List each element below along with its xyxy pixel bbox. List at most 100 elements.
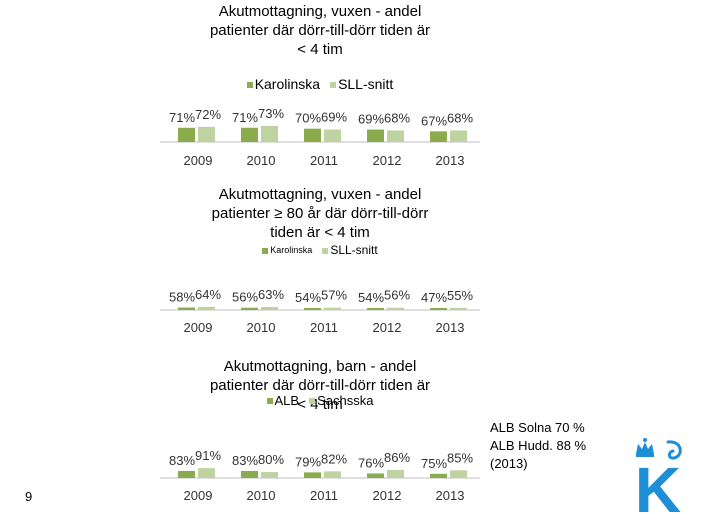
chart-title-line: Akutmottagning, vuxen - andel [218,3,422,20]
x-tick-label: 2012 [373,488,402,503]
data-label: 47% [421,290,447,305]
bar [367,129,384,142]
bar [387,307,404,310]
x-tick-label: 2010 [247,320,276,335]
bar [387,130,404,142]
bar [304,128,321,142]
data-label: 69% [321,110,347,125]
legend-item: Karolinska [262,243,312,258]
bar [450,130,467,142]
side-note-line: ALB Solna 70 % [490,420,585,435]
x-tick-label: 2013 [436,488,465,503]
data-label: 64% [195,287,221,302]
legend-label: Sachsska [317,393,374,408]
chart-title-line: < 4 tim [297,396,343,413]
x-tick-label: 2012 [373,153,402,168]
bar [241,127,258,142]
chart-vuxen-80: Akutmottagning, vuxen - andel patienter … [160,181,480,341]
data-label: 71% [169,110,195,125]
crown-icon [636,438,654,457]
legend-item: ALB [266,393,300,408]
bar [324,129,341,142]
chart-barn: Akutmottagning, barn - andel patienter d… [160,355,480,515]
legend-swatch [309,397,316,404]
chart-vuxen: Akutmottagning, vuxen - andel patienter … [160,0,480,175]
chart-legend: ALB Sachsska [160,393,480,408]
legend-swatch [266,397,273,404]
data-label: 85% [447,450,473,465]
x-tick-label: 2010 [247,153,276,168]
data-label: 73% [258,106,284,121]
x-tick-label: 2009 [184,153,213,168]
bar [450,307,467,310]
chart-title-line: patienter ≥ 80 år där dörr-till-dörr [211,205,429,222]
legend-swatch [322,247,329,254]
legend-item: Karolinska [246,77,320,92]
x-tick-label: 2009 [184,488,213,503]
data-label: 76% [358,455,384,470]
chart-title-line: patienter där dörr-till-dörr tiden är [209,377,431,394]
bar [198,126,215,142]
snake-icon [666,440,682,460]
legend-label: SLL-snitt [330,243,378,257]
legend-swatch [262,247,269,254]
data-label: 80% [258,452,284,467]
data-label: 54% [295,290,321,305]
bar [178,307,195,310]
side-note-line: (2013) [490,456,528,471]
legend-label: SLL-snitt [338,76,394,92]
data-label: 57% [321,288,347,303]
bar [261,472,278,478]
bar [430,131,447,142]
chart-title-line: Akutmottagning, barn - andel [223,358,417,375]
data-label: 86% [384,450,410,465]
chart-legend: Karolinska SLL-snitt [160,243,480,258]
legend-swatch [330,81,337,88]
bar [430,473,447,478]
data-label: 70% [295,111,321,126]
bar [198,306,215,310]
bar [304,472,321,478]
x-tick-label: 2013 [436,153,465,168]
side-note-line: ALB Hudd. 88 % [490,438,587,453]
legend-label: Karolinska [270,245,313,255]
data-label: 56% [384,288,410,303]
bar [178,127,195,142]
data-label: 68% [384,110,410,125]
data-label: 82% [321,451,347,466]
chart-legend: Karolinska SLL-snitt [160,77,480,92]
data-label: 79% [295,454,321,469]
chart-title-line: < 4 tim [297,41,343,58]
bar [198,468,215,478]
legend-item: SLL-snitt [322,243,378,258]
bar [324,307,341,310]
data-label: 75% [421,456,447,471]
data-label: 69% [358,112,384,127]
bar [261,126,278,142]
x-tick-label: 2012 [373,320,402,335]
bar [367,473,384,478]
bar [241,307,258,310]
x-tick-label: 2011 [310,320,338,335]
chart-title-line: Akutmottagning, vuxen - andel [218,186,422,203]
bar [304,307,321,310]
chart-title-line: tiden är < 4 tim [270,224,370,241]
x-tick-label: 2011 [310,488,338,503]
data-label: 58% [169,290,195,305]
legend-item: SLL-snitt [330,77,393,92]
logo-letter: K [635,454,681,516]
data-label: 72% [195,107,221,122]
data-label: 83% [169,453,195,468]
legend-item: Sachsska [309,393,373,408]
data-label: 91% [195,448,221,463]
data-label: 56% [232,290,258,305]
bar [178,470,195,478]
data-label: 71% [232,110,258,125]
legend-label: ALB [274,393,300,408]
x-tick-label: 2009 [184,320,213,335]
bar [367,307,384,310]
bar [324,471,341,478]
